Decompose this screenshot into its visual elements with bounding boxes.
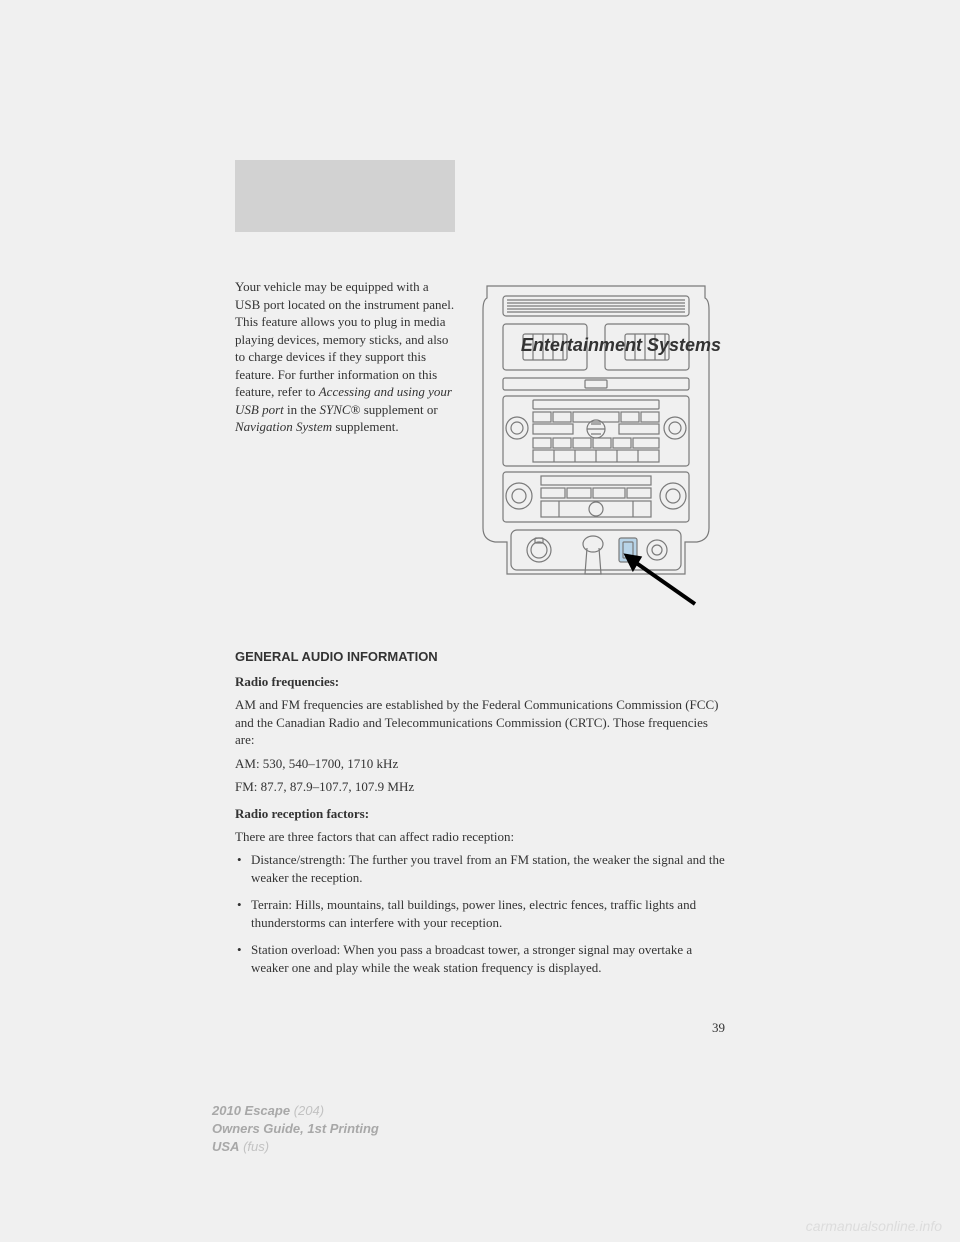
gray-header-block <box>235 160 455 232</box>
footer-region-code: (fus) <box>243 1139 269 1154</box>
fm-line: FM: 87.7, 87.9–107.7, 107.9 MHz <box>235 778 725 796</box>
footer-vehicle-code: (204) <box>294 1103 324 1118</box>
heading-general-audio: GENERAL AUDIO INFORMATION <box>235 649 725 664</box>
footer: 2010 Escape (204) Owners Guide, 1st Prin… <box>212 1102 379 1157</box>
intro-paragraph: Your vehicle may be equipped with a USB … <box>235 278 457 613</box>
bullet-terrain: Terrain: Hills, mountains, tall building… <box>235 896 725 931</box>
footer-region: USA <box>212 1139 239 1154</box>
page-number: 39 <box>712 1020 725 1036</box>
reception-bullets: Distance/strength: The further you trave… <box>235 851 725 976</box>
dashboard-illustration <box>467 278 725 613</box>
intro-mid1: in the <box>284 402 320 417</box>
bullet-distance: Distance/strength: The further you trave… <box>235 851 725 886</box>
watermark: carmanualsonline.info <box>806 1218 942 1234</box>
intro-after: supplement. <box>332 419 398 434</box>
radio-freq-label: Radio frequencies: <box>235 674 725 690</box>
bullet-overload: Station overload: When you pass a broadc… <box>235 941 725 976</box>
section-title: Entertainment Systems <box>235 335 725 356</box>
radio-freq-body: AM and FM frequencies are established by… <box>235 696 725 749</box>
reception-label: Radio reception factors: <box>235 806 725 822</box>
footer-vehicle: 2010 Escape <box>212 1103 290 1118</box>
am-line: AM: 530, 540–1700, 1710 kHz <box>235 755 725 773</box>
intro-block: Your vehicle may be equipped with a USB … <box>235 278 725 613</box>
intro-sync: SYNC <box>320 402 351 417</box>
intro-mid2: supplement or <box>360 402 437 417</box>
page-content: Entertainment Systems Your vehicle may b… <box>235 260 725 987</box>
reception-intro: There are three factors that can affect … <box>235 828 725 846</box>
intro-reg: ® <box>351 402 361 417</box>
footer-guide: Owners Guide, 1st Printing <box>212 1121 379 1136</box>
intro-link2: Navigation System <box>235 419 332 434</box>
